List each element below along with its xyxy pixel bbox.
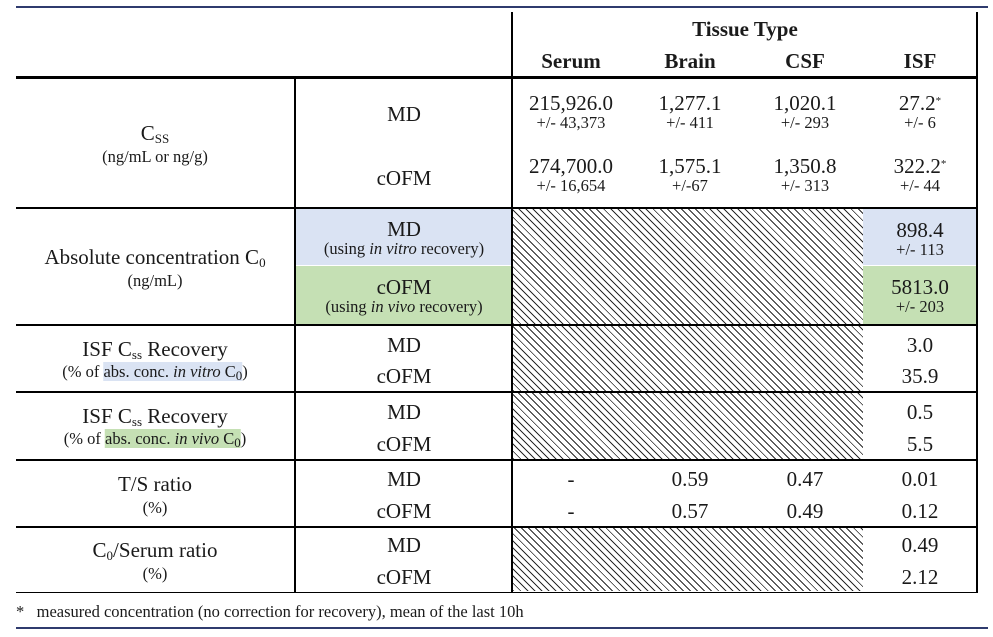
rec-vitro-row-label: ISF Css Recovery (% of abs. conc. in vit… bbox=[62, 337, 248, 384]
ts-md-method: MD bbox=[387, 467, 421, 491]
header-divider bbox=[16, 76, 978, 79]
vertical-divider bbox=[976, 12, 978, 592]
ts-cofm-isf: 0.12 bbox=[901, 499, 939, 523]
hatched-empty-cells-rec-vitro bbox=[513, 326, 863, 391]
footnote-text: measured concentration (no correction fo… bbox=[36, 602, 524, 621]
isf-md-c0-highlight bbox=[863, 209, 977, 265]
css-cofm-csf: 1,350.8 +/- 313 bbox=[773, 154, 837, 196]
rec-vitro-md-isf: 3.0 bbox=[906, 333, 934, 357]
footnote-mark: * bbox=[16, 602, 25, 621]
rec-vivo-md-isf: 0.5 bbox=[906, 400, 934, 424]
ts-cofm-csf: 0.49 bbox=[786, 499, 824, 523]
c0-cofm-isf: 5813.0 +/- 203 bbox=[891, 275, 949, 317]
ts-cofm-method: cOFM bbox=[376, 499, 432, 523]
css-md-brain: 1,277.1 +/- 411 bbox=[658, 91, 722, 133]
css-cofm-method: cOFM bbox=[376, 166, 432, 190]
vertical-divider bbox=[294, 79, 296, 592]
rec-vivo-row-label: ISF Css Recovery (% of abs. conc. in viv… bbox=[63, 404, 247, 451]
row-divider bbox=[16, 324, 978, 326]
ts-md-brain: 0.59 bbox=[671, 467, 709, 491]
c0s-md-method: MD bbox=[387, 533, 421, 557]
css-row-label: CSS (ng/mL or ng/g) bbox=[102, 121, 208, 167]
row-divider bbox=[16, 391, 978, 393]
rec-vivo-md-method: MD bbox=[387, 400, 421, 424]
row-divider bbox=[16, 526, 978, 528]
row-divider bbox=[16, 459, 978, 461]
ts-md-isf: 0.01 bbox=[901, 467, 939, 491]
c0-row-label: Absolute concentration C0 (ng/mL) bbox=[44, 245, 266, 291]
rec-vivo-cofm-method: cOFM bbox=[376, 432, 432, 456]
ts-cofm-brain: 0.57 bbox=[671, 499, 709, 523]
col-header-isf: ISF bbox=[903, 49, 937, 73]
ts-md-csf: 0.47 bbox=[786, 467, 824, 491]
css-md-csf: 1,020.1 +/- 293 bbox=[773, 91, 837, 133]
tissue-type-heading: Tissue Type bbox=[692, 17, 798, 41]
rec-vitro-cofm-method: cOFM bbox=[376, 364, 432, 388]
css-cofm-serum: 274,700.0 +/- 16,654 bbox=[529, 154, 613, 196]
ts-cofm-serum: - bbox=[567, 499, 575, 523]
css-cofm-brain: 1,575.1 +/-67 bbox=[658, 154, 722, 196]
c0s-cofm-isf: 2.12 bbox=[901, 565, 939, 589]
col-header-brain: Brain bbox=[664, 49, 716, 73]
hatched-empty-cells-c0s bbox=[513, 528, 863, 591]
vertical-divider bbox=[511, 12, 513, 592]
rec-vivo-cofm-isf: 5.5 bbox=[906, 432, 934, 456]
css-md-isf: 27.2* +/- 6 bbox=[898, 91, 942, 133]
row-divider bbox=[16, 207, 978, 209]
c0-md-method: MD (using in vitro recovery) bbox=[323, 217, 485, 259]
col-header-csf: CSF bbox=[785, 49, 825, 73]
c0s-row-label: C0/Serum ratio (%) bbox=[92, 538, 218, 584]
ts-row-label: T/S ratio (%) bbox=[117, 472, 193, 518]
top-rule bbox=[16, 6, 988, 8]
bottom-rule bbox=[16, 627, 988, 629]
rec-vitro-md-method: MD bbox=[387, 333, 421, 357]
c0s-cofm-method: cOFM bbox=[376, 565, 432, 589]
css-md-method: MD bbox=[387, 102, 421, 126]
hatched-empty-cells-rec-vivo bbox=[513, 393, 863, 459]
c0s-md-isf: 0.49 bbox=[901, 533, 939, 557]
footnote: * measured concentration (no correction … bbox=[16, 603, 524, 620]
footer-divider bbox=[16, 592, 978, 593]
hatched-empty-cells-c0 bbox=[513, 209, 863, 324]
md-c0-highlight bbox=[296, 209, 512, 265]
isf-cofm-c0-highlight bbox=[863, 266, 977, 324]
ts-md-serum: - bbox=[567, 467, 575, 491]
css-cofm-isf: 322.2* +/- 44 bbox=[893, 154, 947, 196]
rec-vitro-cofm-isf: 35.9 bbox=[901, 364, 939, 388]
css-md-serum: 215,926.0 +/- 43,373 bbox=[529, 91, 613, 133]
col-header-serum: Serum bbox=[541, 49, 601, 73]
c0-md-isf: 898.4 +/- 113 bbox=[896, 218, 944, 260]
c0-cofm-method: cOFM (using in vivo recovery) bbox=[325, 275, 483, 317]
cofm-c0-highlight bbox=[296, 266, 512, 324]
